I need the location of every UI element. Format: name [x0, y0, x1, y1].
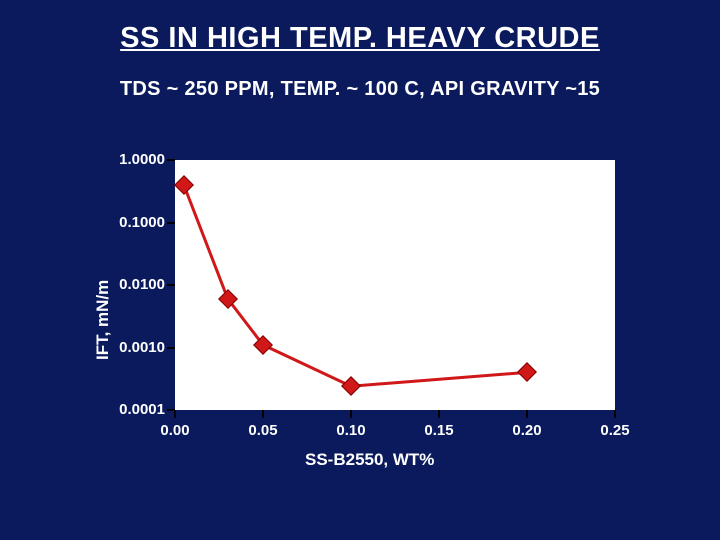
y-tick-label: 0.0100: [95, 276, 165, 293]
slide-title: SS IN HIGH TEMP. HEAVY CRUDE: [0, 22, 720, 55]
x-tick: [262, 410, 264, 418]
x-tick-label: 0.15: [414, 422, 464, 439]
x-tick: [438, 410, 440, 418]
x-tick-label: 0.25: [590, 422, 640, 439]
x-tick: [614, 410, 616, 418]
plot-area: [175, 160, 615, 410]
x-tick-label: 0.20: [502, 422, 552, 439]
x-tick-label: 0.10: [326, 422, 376, 439]
chart-container: IFT, mN/m 1.00000.10000.01000.00100.0001…: [95, 150, 635, 470]
y-tick-label: 0.0010: [95, 339, 165, 356]
x-tick-label: 0.05: [238, 422, 288, 439]
x-tick: [350, 410, 352, 418]
x-tick: [526, 410, 528, 418]
y-tick: [167, 284, 175, 286]
x-axis-title: SS-B2550, WT%: [305, 450, 434, 470]
slide-subtitle: TDS ~ 250 PPM, TEMP. ~ 100 C, API GRAVIT…: [0, 78, 720, 101]
y-tick-label: 0.0001: [95, 401, 165, 418]
y-tick: [167, 347, 175, 349]
chart-line-layer: [175, 160, 615, 410]
y-tick-label: 1.0000: [95, 151, 165, 168]
series-line: [184, 185, 527, 386]
y-tick-label: 0.1000: [95, 214, 165, 231]
y-tick: [167, 159, 175, 161]
x-tick-label: 0.00: [150, 422, 200, 439]
y-tick: [167, 222, 175, 224]
x-tick: [174, 410, 176, 418]
